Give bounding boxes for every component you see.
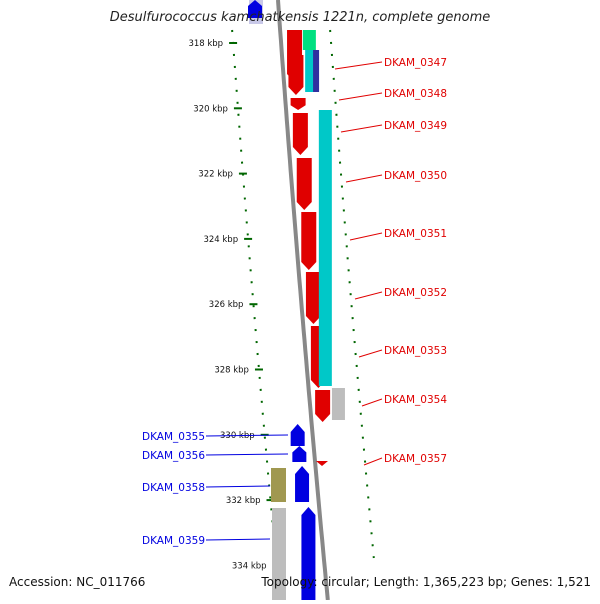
gene-leader-line <box>334 61 383 70</box>
feature-block <box>318 110 332 386</box>
gene-label: DKAM_0349 <box>384 120 447 132</box>
gene-label: DKAM_0358 <box>142 482 205 494</box>
gene-label: DKAM_0354 <box>384 394 447 406</box>
gene-leader-line <box>358 349 383 358</box>
ruler-tick-label: 322 kbp <box>198 170 233 180</box>
forward-gene-arrow <box>292 113 308 155</box>
ruler-tick-label: 328 kbp <box>214 366 249 376</box>
gene-leader-line <box>354 291 383 300</box>
forward-gene-arrow <box>290 98 306 110</box>
gene-label: DKAM_0353 <box>384 345 447 357</box>
gene-label: DKAM_0350 <box>384 170 447 182</box>
ruler-tick-label: 318 kbp <box>188 39 223 49</box>
feature-block <box>313 50 320 92</box>
forward-gene-arrow <box>296 158 312 210</box>
right-dotted-track <box>329 29 375 559</box>
forward-gene-arrow <box>316 461 328 466</box>
gene-leader-line <box>205 434 289 437</box>
reverse-gene-arrow <box>301 507 316 600</box>
gene-leader-line <box>205 538 271 541</box>
gene-label: DKAM_0355 <box>142 431 205 443</box>
gene-leader-line <box>205 453 289 456</box>
gene-leader-line <box>345 174 383 183</box>
gene-label: DKAM_0348 <box>384 88 447 100</box>
map-title: Desulfurococcus kamchatkensis 1221n, com… <box>109 10 491 25</box>
forward-gene-arrow <box>288 55 304 95</box>
forward-gene-arrow <box>305 272 321 324</box>
feature-block <box>302 30 316 50</box>
gene-label: DKAM_0357 <box>384 453 447 465</box>
ruler-tick-label: 320 kbp <box>193 104 228 114</box>
ruler-tick-label: 334 kbp <box>232 561 267 571</box>
gene-label: DKAM_0352 <box>384 287 447 299</box>
gene-leader-line <box>338 92 383 101</box>
reverse-gene-arrow <box>292 446 307 462</box>
accession-text: Accession: NC_011766 <box>9 575 146 589</box>
feature-block <box>331 388 345 420</box>
forward-gene-arrow <box>301 212 317 270</box>
gene-label: DKAM_0347 <box>384 57 447 69</box>
chromosome-backbone <box>276 0 330 601</box>
gene-leader-line <box>363 457 383 466</box>
gene-leader-line <box>205 485 271 488</box>
genome-summary-text: Topology: circular; Length: 1,365,223 bp… <box>261 575 591 589</box>
ruler-tick-label: 324 kbp <box>203 235 238 245</box>
reverse-gene-arrow <box>248 0 262 18</box>
left-dotted-track <box>231 29 277 559</box>
gene-label: DKAM_0356 <box>142 450 205 462</box>
ruler-tick-label: 326 kbp <box>209 300 244 310</box>
ruler-tick-label: 332 kbp <box>226 496 261 506</box>
forward-gene-arrow <box>315 390 331 422</box>
feature-block <box>271 468 286 502</box>
reverse-gene-arrow <box>290 424 305 446</box>
feature-block <box>272 508 286 600</box>
gene-leader-line <box>340 124 383 133</box>
gene-label: DKAM_0359 <box>142 535 205 547</box>
gene-label: DKAM_0351 <box>384 228 447 240</box>
gene-leader-line <box>361 398 383 407</box>
reverse-gene-arrow <box>295 466 310 502</box>
gene-leader-line <box>349 232 383 241</box>
